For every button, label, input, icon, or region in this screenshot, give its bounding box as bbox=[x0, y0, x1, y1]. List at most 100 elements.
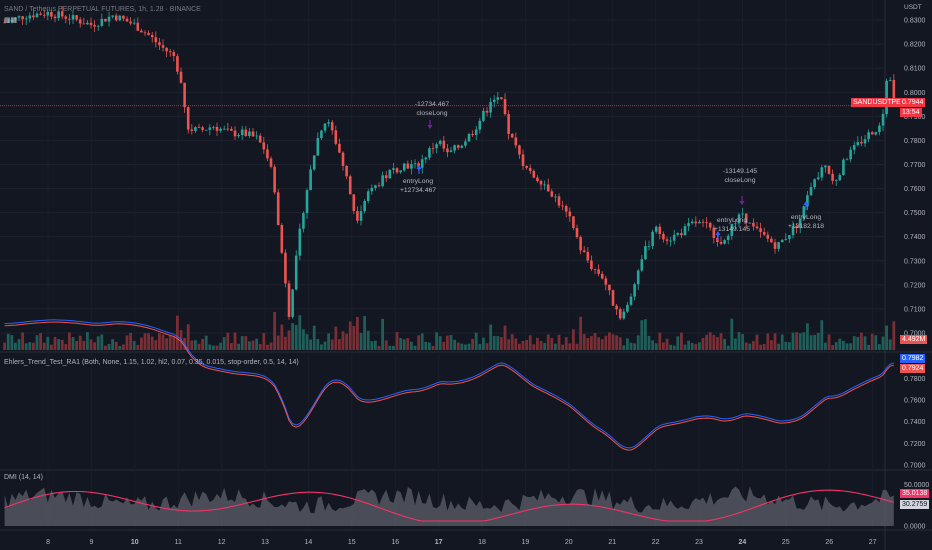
volume-bar bbox=[784, 341, 788, 350]
candle-body bbox=[172, 52, 176, 57]
volume-bar bbox=[694, 344, 698, 350]
candle-body bbox=[104, 18, 107, 22]
candle-body bbox=[741, 213, 744, 215]
candle-body bbox=[658, 226, 662, 234]
candle-body bbox=[57, 11, 60, 19]
volume-bar bbox=[867, 344, 871, 350]
volume-bar bbox=[370, 341, 374, 350]
candle-body bbox=[640, 259, 644, 271]
volume-bar bbox=[363, 316, 367, 350]
chart-type-icon[interactable]: ▦▦ bbox=[4, 17, 18, 24]
candle-body bbox=[593, 269, 597, 270]
volume-bar bbox=[744, 342, 748, 350]
volume-bar bbox=[881, 336, 885, 350]
candle-body bbox=[543, 184, 546, 186]
volume-bar bbox=[32, 342, 35, 350]
volume-bar bbox=[608, 332, 611, 350]
entry-long-2-label: +13149.145 bbox=[714, 226, 750, 233]
volume-bar bbox=[334, 326, 338, 350]
last-price-tag: 0.7944 bbox=[900, 98, 926, 107]
volume-bar bbox=[384, 340, 388, 350]
symbol-title: SAND / Tetherus PERPETUAL FUTURES, 1h, 1… bbox=[4, 6, 201, 13]
candle-body bbox=[496, 97, 500, 100]
volume-bar bbox=[68, 332, 71, 350]
volume-bar bbox=[813, 334, 817, 350]
candle-body bbox=[212, 126, 215, 128]
close-long-1-label: closeLong bbox=[417, 110, 448, 117]
date-tick-label: 9 bbox=[89, 539, 93, 546]
dmi-value-pink: 35.0138 bbox=[900, 489, 930, 498]
candle-body bbox=[183, 82, 186, 108]
volume-bar bbox=[716, 337, 719, 350]
indicator-title[interactable]: Ehlers_Trend_Test_RA1 (Both, None, 1.15,… bbox=[4, 359, 299, 366]
candle-body bbox=[744, 213, 748, 223]
volume-bar bbox=[564, 337, 568, 350]
volume-bar bbox=[284, 336, 287, 350]
date-tick-label: 10 bbox=[131, 539, 139, 546]
candle-body bbox=[795, 226, 798, 229]
volume-bar bbox=[888, 339, 892, 350]
volume-bar bbox=[582, 334, 586, 350]
volume-bar bbox=[230, 343, 233, 350]
candle-body bbox=[251, 131, 255, 137]
volume-bar bbox=[842, 340, 845, 350]
volume-bar bbox=[838, 338, 842, 350]
candle-body bbox=[366, 191, 370, 201]
candle-body bbox=[406, 163, 410, 169]
candle-body bbox=[852, 145, 856, 150]
volume-bar bbox=[730, 318, 734, 350]
volume-bar bbox=[680, 332, 683, 350]
candle-body bbox=[417, 163, 420, 168]
candle-body bbox=[701, 221, 705, 223]
volume-bar bbox=[399, 338, 403, 350]
price-tick-label: 0.7000 bbox=[904, 330, 926, 337]
candle-body bbox=[442, 140, 446, 149]
volume-bar bbox=[777, 343, 781, 350]
dmi-title[interactable]: DMI (14, 14) bbox=[4, 474, 43, 481]
volume-bar bbox=[82, 340, 86, 350]
volume-bar bbox=[521, 340, 525, 350]
candle-body bbox=[24, 18, 28, 20]
volume-bar bbox=[244, 336, 248, 350]
volume-bar bbox=[222, 337, 226, 350]
candle-body bbox=[500, 97, 503, 100]
volume-bar bbox=[593, 333, 597, 350]
candle-body bbox=[341, 152, 345, 166]
volume-bar bbox=[86, 332, 89, 350]
volume-bar bbox=[168, 335, 172, 350]
volume-bar bbox=[431, 345, 435, 350]
candle-body bbox=[489, 101, 492, 113]
candle-body bbox=[604, 278, 608, 285]
volume-bar bbox=[53, 336, 57, 350]
close-long-2-label: closeLong bbox=[725, 177, 756, 184]
candle-body bbox=[773, 242, 777, 249]
candle-body bbox=[611, 290, 615, 306]
candle-body bbox=[536, 177, 539, 182]
candle-body bbox=[654, 226, 658, 232]
volume-bar bbox=[395, 332, 399, 350]
candle-body bbox=[381, 175, 384, 187]
volume-bar bbox=[338, 339, 341, 350]
candle-body bbox=[327, 122, 330, 124]
volume-bar bbox=[748, 343, 752, 350]
candle-body bbox=[572, 216, 575, 229]
volume-bar bbox=[536, 337, 539, 350]
candle-body bbox=[352, 194, 356, 211]
volume-bar bbox=[345, 333, 349, 350]
candle-body bbox=[474, 129, 478, 135]
candle-body bbox=[874, 132, 878, 135]
volume-bar bbox=[312, 325, 316, 350]
entry-long-1-label: entryLong bbox=[403, 178, 433, 185]
candle-body bbox=[410, 164, 413, 169]
candle-body bbox=[125, 18, 129, 22]
date-tick-label: 27 bbox=[869, 539, 877, 546]
volume-bar bbox=[341, 331, 345, 350]
candle-body bbox=[888, 80, 892, 81]
signal-arrow-icon bbox=[416, 165, 422, 169]
volume-bar bbox=[248, 341, 251, 350]
candle-body bbox=[150, 34, 154, 38]
volume-bar bbox=[766, 333, 770, 350]
candle-body bbox=[730, 223, 734, 236]
candle-body bbox=[424, 157, 428, 160]
